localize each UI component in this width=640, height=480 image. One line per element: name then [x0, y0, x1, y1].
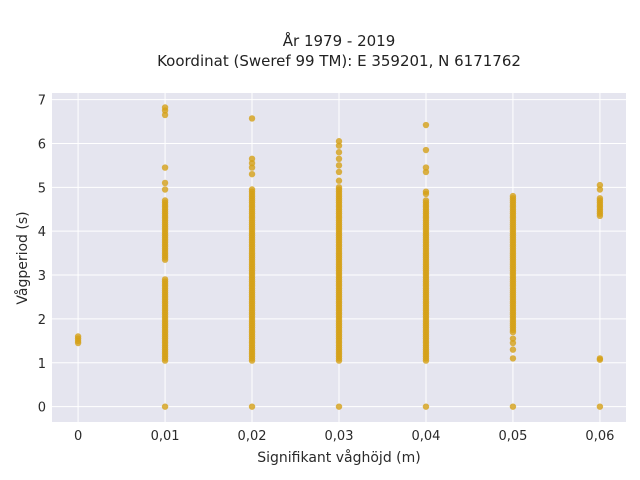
x-tick-label: 0,02 — [238, 429, 267, 444]
y-axis-label: Vågperiod (s) — [14, 211, 31, 304]
data-point — [422, 197, 430, 204]
data-point — [596, 186, 604, 193]
data-point — [161, 164, 169, 171]
data-point — [596, 403, 604, 410]
x-tick-label: 0,05 — [498, 429, 527, 444]
data-point — [248, 155, 256, 162]
data-point — [596, 355, 604, 362]
data-point — [335, 177, 343, 184]
data-point — [161, 111, 169, 119]
data-point — [509, 339, 517, 347]
data-point — [248, 159, 256, 167]
data-point — [335, 184, 343, 191]
x-axis-label: Signifikant våghöjd (m) — [257, 449, 420, 466]
data-point — [422, 146, 430, 154]
x-tick-label: 0,01 — [151, 429, 180, 444]
data-point — [509, 335, 517, 342]
y-tick-label: 6 — [38, 137, 46, 152]
x-tick-label: 0,03 — [325, 429, 354, 444]
data-point — [422, 168, 430, 176]
y-tick-label: 0 — [38, 401, 46, 416]
data-point — [248, 170, 256, 178]
y-tick-label: 2 — [38, 313, 46, 328]
data-point — [422, 121, 430, 129]
data-point — [422, 188, 430, 195]
data-point — [509, 403, 517, 410]
x-tick-labels: 0 0,01 0,02 0,03 0,04 0,05 0,06 — [74, 429, 614, 444]
data-point — [335, 155, 343, 162]
data-point — [335, 168, 343, 176]
y-tick-label: 1 — [38, 357, 46, 372]
data-point — [161, 104, 169, 111]
y-tick-label: 7 — [38, 94, 46, 109]
x-tick-label: 0,04 — [411, 429, 440, 444]
chart-title-line-1: År 1979 - 2019 — [283, 31, 396, 50]
data-points — [74, 104, 604, 410]
data-point — [161, 403, 169, 410]
data-point — [509, 355, 517, 362]
data-point — [596, 195, 604, 202]
y-tick-label: 3 — [38, 269, 46, 284]
data-point — [248, 403, 256, 410]
y-tick-label: 4 — [38, 225, 46, 240]
y-tick-labels: 0 1 2 3 4 5 6 7 — [38, 94, 46, 416]
x-tick-label: 0 — [74, 429, 82, 444]
data-point — [74, 333, 82, 340]
data-point — [161, 197, 169, 204]
data-point — [161, 179, 169, 187]
data-point — [422, 164, 430, 171]
data-point — [161, 186, 169, 193]
data-point — [248, 186, 256, 193]
data-point — [335, 403, 343, 410]
data-point — [509, 346, 517, 353]
data-point — [248, 115, 256, 122]
x-tick-label: 0,06 — [585, 429, 614, 444]
data-point — [335, 138, 343, 145]
y-tick-label: 5 — [38, 181, 46, 196]
data-point — [596, 181, 604, 189]
data-point — [161, 276, 169, 283]
data-point — [248, 164, 256, 171]
data-point — [335, 162, 343, 169]
data-point — [509, 192, 517, 200]
chart-title-line-2: Koordinat (Sweref 99 TM): E 359201, N 61… — [157, 52, 521, 70]
data-point — [335, 149, 343, 156]
data-point — [335, 142, 343, 149]
data-point — [422, 403, 430, 410]
